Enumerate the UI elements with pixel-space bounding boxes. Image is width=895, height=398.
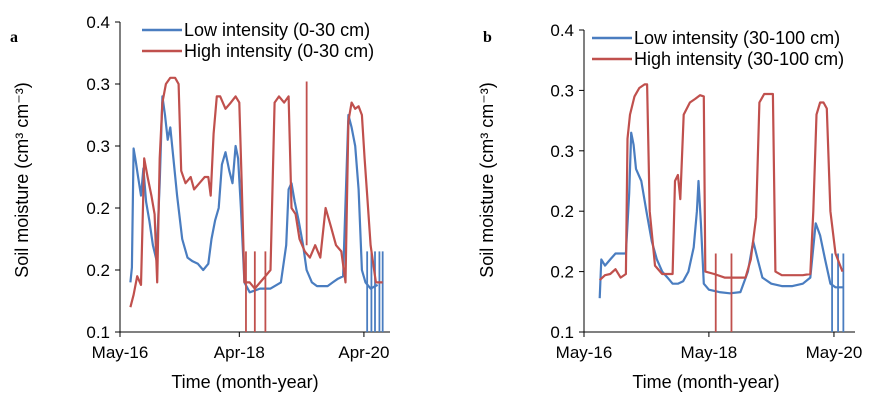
- legend-label-high: High intensity (30-100 cm): [634, 49, 844, 69]
- x-tick-label: May-18: [681, 343, 738, 362]
- legend-label-low: Low intensity (0-30 cm): [184, 20, 370, 40]
- y-tick-label: 0.2: [550, 263, 574, 282]
- y-tick-label: 0.2: [86, 199, 110, 218]
- y-tick-label: 0.2: [86, 261, 110, 280]
- panel-label-a: a: [10, 29, 18, 46]
- y-axis-label-b-text: Soil moisture (cm³ cm⁻³): [477, 82, 497, 278]
- legend-b: Low intensity (30-100 cm)High intensity …: [592, 28, 844, 69]
- y-tick-label: 0.1: [550, 323, 574, 342]
- y-tick-label: 0.4: [86, 13, 110, 32]
- panel-label-b: b: [483, 29, 492, 46]
- x-tick-label: Apr-20: [338, 343, 389, 362]
- series-line-high: [598, 83, 844, 281]
- legend-label-low: Low intensity (30-100 cm): [634, 28, 840, 48]
- y-tick-label: 0.2: [550, 202, 574, 221]
- y-tick-label: 0.4: [550, 21, 574, 40]
- y-axis-label-a: Soil moisture (cm³ cm⁻³): [12, 82, 32, 278]
- y-axis-label-b: Soil moisture (cm³ cm⁻³): [477, 82, 497, 278]
- x-tick-label: May-20: [806, 343, 863, 362]
- x-axis-label-a: Time (month-year): [171, 372, 318, 392]
- legend-a: Low intensity (0-30 cm)High intensity (0…: [142, 20, 374, 61]
- x-axis-label-b: Time (month-year): [632, 372, 779, 392]
- y-tick-label: 0.1: [86, 323, 110, 342]
- chart-panel-a: a Soil moisture (cm³ cm⁻³) Time (month-y…: [10, 13, 390, 392]
- x-tick-label: Apr-18: [214, 343, 265, 362]
- y-axis-label-a-text: Soil moisture (cm³ cm⁻³): [12, 82, 32, 278]
- legend-label-high: High intensity (0-30 cm): [184, 41, 374, 61]
- x-tick-label: May-16: [92, 343, 149, 362]
- y-tick-label: 0.3: [86, 75, 110, 94]
- x-tick-label: May-16: [556, 343, 613, 362]
- chart-panel-b: b Soil moisture (cm³ cm⁻³) Time (month-y…: [477, 21, 862, 392]
- y-tick-label: 0.3: [86, 137, 110, 156]
- y-tick-label: 0.3: [550, 81, 574, 100]
- series-line-high: [129, 76, 383, 308]
- y-tick-label: 0.3: [550, 142, 574, 161]
- series-line-low: [598, 131, 843, 299]
